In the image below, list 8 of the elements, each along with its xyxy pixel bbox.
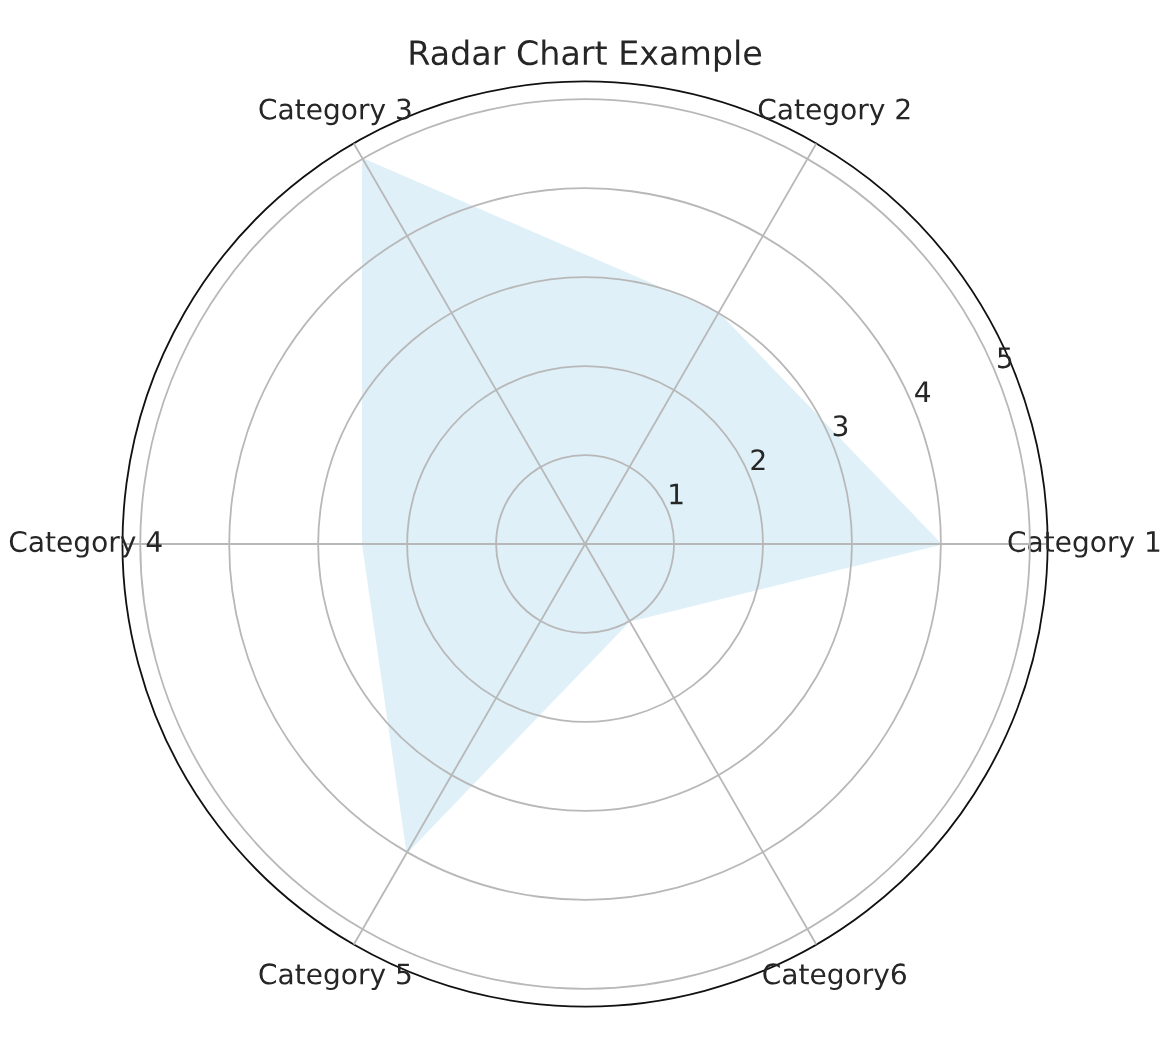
y-tick-label: 3 [833,415,848,437]
y-tick-label: 1 [670,483,683,505]
spoke-label: Category6 [763,963,906,991]
y-tick-label: 4 [915,381,931,403]
spoke-label: Category 3 [259,98,411,126]
chart-title: Radar Chart Example [410,39,762,72]
spoke-label: Category 2 [758,98,910,126]
y-tick-label: 2 [751,449,765,471]
